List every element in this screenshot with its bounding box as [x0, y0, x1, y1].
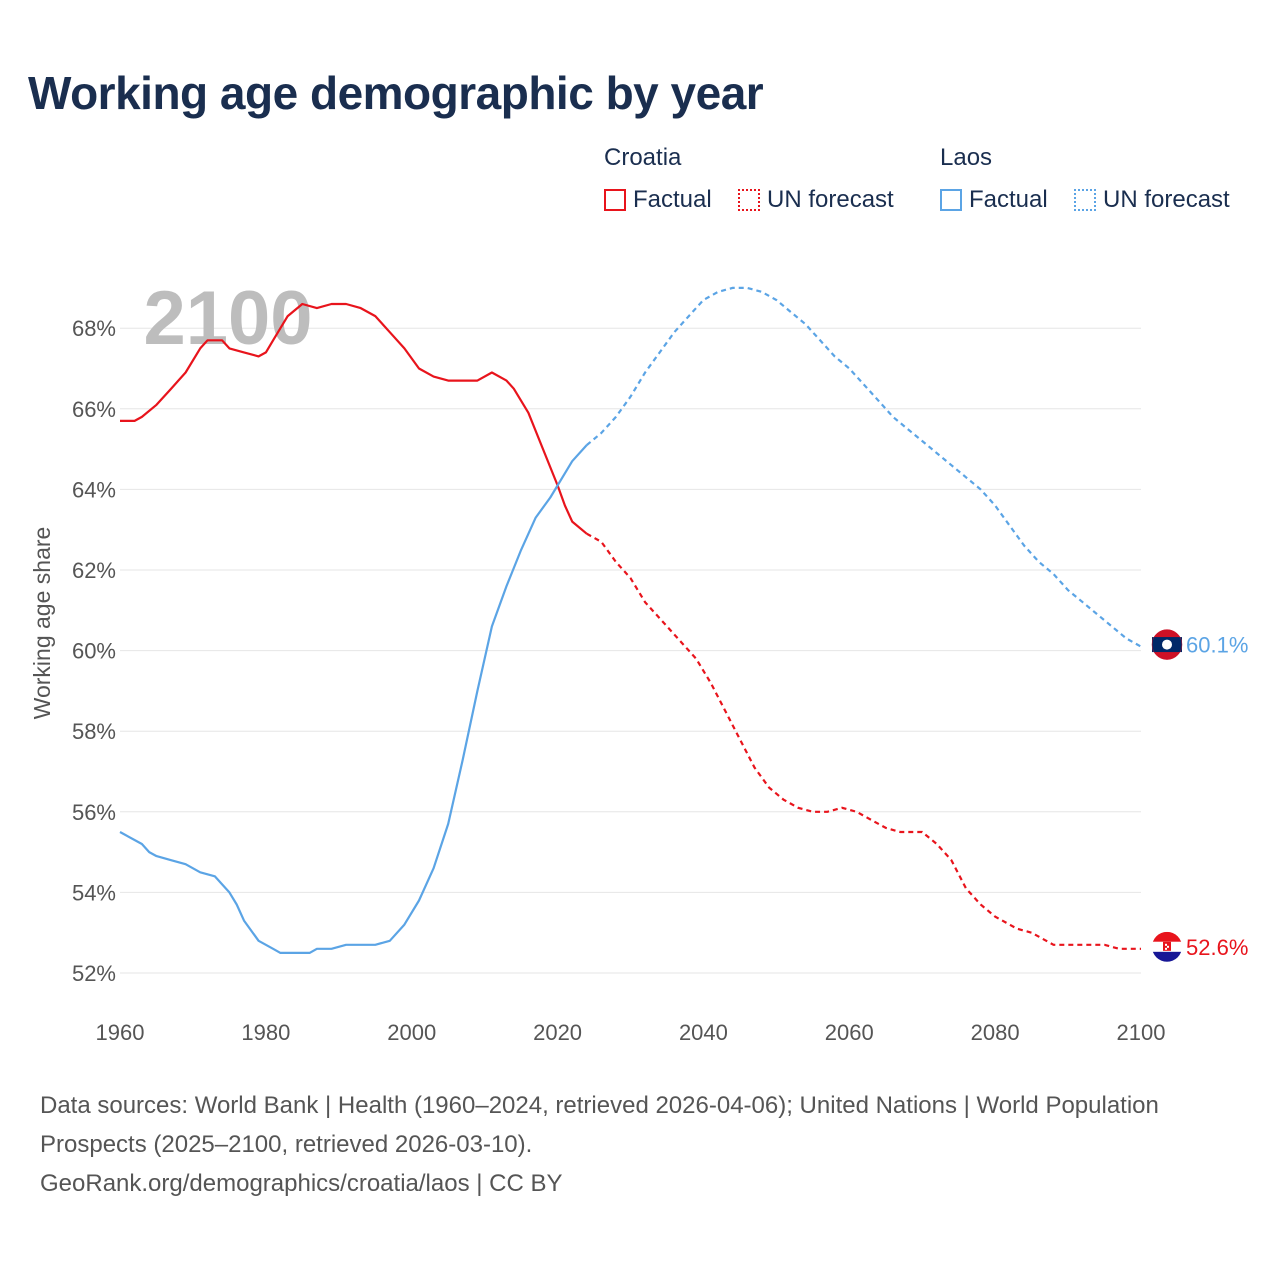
flag-shield-check — [1165, 943, 1167, 946]
x-tick-label: 2060 — [825, 1020, 874, 1045]
line-chart: 2100 52% 54% 56% 58% 60% 62% 64% 66% 68% 1960 198… — [29, 276, 1248, 1045]
legend-label: UN forecast — [1103, 186, 1230, 213]
flag-outline — [1151, 629, 1183, 660]
y-tick-label: 64% — [72, 477, 116, 502]
legend-group-name: Croatia — [604, 144, 682, 171]
y-tick-label: 56% — [72, 800, 116, 825]
y-tick-label: 52% — [72, 961, 116, 986]
footer: Data sources: World Bank | Health (1960–… — [40, 1086, 1220, 1203]
x-axis-ticks: 1960 1980 2000 2020 2040 2060 2080 2100 — [96, 1020, 1166, 1045]
y-tick-label: 62% — [72, 558, 116, 583]
laos-forecast-line — [585, 286, 1142, 648]
y-axis-label: Working age share — [29, 527, 55, 720]
legend-item-laos-forecast[interactable]: UN forecast — [1074, 186, 1230, 214]
x-tick-label: 2020 — [533, 1020, 582, 1045]
legend-swatch-dotted — [1074, 189, 1096, 211]
data-sources: Data sources: World Bank | Health (1960–… — [40, 1092, 1159, 1158]
series-lines — [119, 286, 1142, 954]
flag-white-disc — [1162, 639, 1172, 650]
legend-label: Factual — [969, 186, 1048, 213]
x-tick-label: 2040 — [679, 1020, 728, 1045]
y-tick-label: 58% — [72, 719, 116, 744]
legend-swatch-solid — [940, 189, 962, 211]
flag-blue-stripe — [1152, 951, 1182, 962]
y-tick-label: 60% — [72, 639, 116, 664]
croatia-end-label: 52.6% — [1186, 935, 1248, 960]
x-tick-label: 1980 — [241, 1020, 290, 1045]
y-axis-ticks: 52% 54% 56% 58% 60% 62% 64% 66% 68% — [72, 316, 116, 986]
croatia-factual-line — [120, 302, 588, 535]
y-tick-label: 54% — [72, 880, 116, 905]
flag-shield-check — [1165, 947, 1167, 950]
legend-swatch-solid — [604, 189, 626, 211]
x-tick-label: 2000 — [387, 1020, 436, 1045]
series-end-markers: 52.6% 60.1% — [1151, 629, 1248, 962]
x-tick-label: 2080 — [971, 1020, 1020, 1045]
legend-item-croatia-forecast[interactable]: UN forecast — [738, 186, 894, 214]
legend-group-name: Laos — [940, 144, 993, 171]
flag-red-stripe — [1152, 931, 1182, 942]
x-tick-label: 1960 — [96, 1020, 145, 1045]
laos-flag-icon — [1151, 629, 1183, 660]
flag-shield-check — [1167, 945, 1169, 948]
croatia-forecast-line — [586, 532, 1141, 950]
legend-label: UN forecast — [767, 186, 894, 213]
chart-title: Working age demographic by year — [28, 67, 764, 119]
laos-end-label: 60.1% — [1186, 633, 1248, 658]
y-tick-label: 66% — [72, 397, 116, 422]
gridlines — [120, 327, 1141, 974]
legend-item-laos-factual[interactable]: Factual — [940, 186, 1048, 214]
source-link[interactable]: GeoRank.org/demographics/croatia/laos | … — [40, 1170, 563, 1197]
y-tick-label: 68% — [72, 316, 116, 341]
legend-item-croatia-factual[interactable]: Factual — [604, 186, 712, 214]
croatia-flag-icon — [1152, 931, 1182, 962]
laos-factual-line — [119, 444, 588, 954]
x-tick-label: 2100 — [1117, 1020, 1166, 1045]
legend-label: Factual — [633, 186, 712, 213]
legend-swatch-dotted — [738, 189, 760, 211]
